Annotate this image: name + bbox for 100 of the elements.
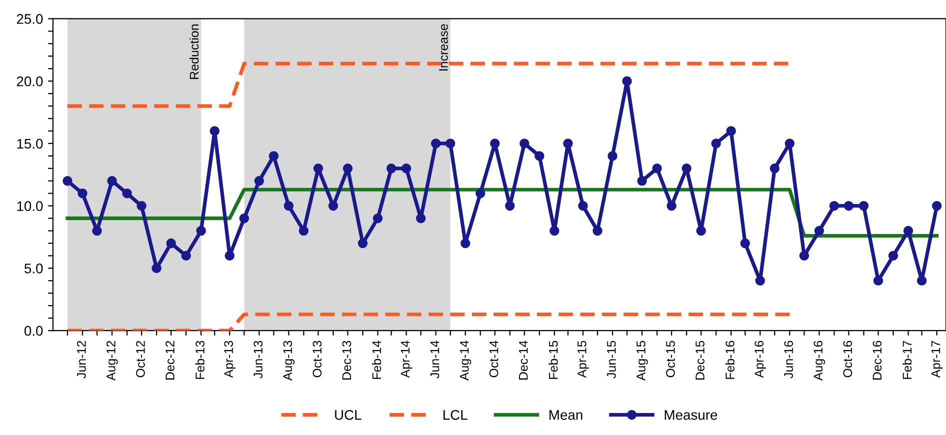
x-tick-label: Apr-17: [931, 340, 943, 378]
band-label: Increase: [439, 24, 448, 70]
x-tick-label: Feb-13: [195, 340, 204, 379]
x-tick-label: Apr-13: [224, 340, 236, 378]
point: [181, 250, 191, 261]
x-tick-label: Jun-13: [254, 340, 263, 378]
x-tick-label: Aug-15: [636, 340, 648, 381]
point: [888, 250, 898, 261]
x-tick-label: Oct-12: [136, 340, 145, 378]
point: [372, 213, 383, 224]
point: [254, 176, 264, 186]
point: [239, 213, 250, 224]
point: [122, 188, 132, 198]
point: [563, 138, 573, 148]
x-tick-label: Oct-14: [489, 340, 498, 378]
point: [829, 200, 840, 211]
band-label: Reduction: [189, 24, 199, 79]
x-tick-label: Oct-16: [843, 340, 852, 378]
x-tick-label: Apr-15: [578, 340, 589, 378]
point: [224, 250, 235, 261]
point: [858, 200, 869, 211]
x-tick-label: Oct-15: [666, 340, 675, 378]
point: [386, 164, 396, 174]
point: [416, 213, 426, 224]
point: [799, 250, 810, 261]
x-tick-label: Jun-14: [430, 340, 440, 378]
point: [740, 238, 750, 248]
legend-label: Measure: [664, 410, 718, 420]
point: [446, 138, 456, 148]
point: [342, 164, 353, 174]
point: [92, 226, 102, 236]
point: [652, 164, 662, 174]
point: [637, 176, 647, 186]
point: [520, 138, 530, 148]
point: [210, 126, 220, 136]
point: [476, 188, 486, 198]
point: [932, 200, 942, 211]
point: [814, 226, 824, 236]
x-tick-label: Apr-14: [400, 340, 412, 378]
point: [166, 238, 176, 248]
point: [534, 151, 544, 161]
point: [430, 138, 441, 148]
x-tick-label: Apr-16: [754, 340, 766, 378]
x-tick-label: Feb-15: [548, 340, 558, 379]
x-tick-label: Aug-14: [460, 340, 472, 381]
y-tick-label: 5.0: [24, 264, 43, 274]
x-tick-label: Feb-16: [725, 340, 734, 379]
y-tick-label: 25.0: [16, 14, 43, 24]
point: [313, 164, 324, 174]
point: [107, 176, 117, 186]
point: [696, 226, 706, 236]
x-tick-label: Jun-12: [77, 340, 86, 378]
point: [358, 238, 368, 248]
x-tick-label: Aug-12: [106, 340, 118, 381]
point: [490, 138, 500, 148]
x-tick-label: Aug-13: [283, 340, 295, 381]
point: [755, 276, 765, 286]
point: [578, 200, 588, 211]
point: [196, 226, 206, 236]
x-tick-label: Feb-17: [902, 340, 912, 379]
x-tick-label: Feb-14: [372, 340, 382, 379]
point: [268, 151, 279, 161]
x-tick-label: Dec-13: [342, 340, 352, 380]
point: [136, 200, 146, 211]
point: [844, 200, 854, 211]
x-tick-label: Dec-14: [519, 340, 528, 380]
point: [592, 226, 602, 236]
point: [916, 276, 927, 286]
y-tick-label: 15.0: [17, 138, 43, 149]
point: [284, 200, 294, 211]
legend-label: UCL: [335, 410, 362, 420]
point: [550, 226, 560, 236]
x-tick-label: Dec-15: [696, 340, 704, 380]
y-tick-label: 10.0: [17, 201, 43, 212]
y-tick-label: 20.0: [16, 76, 43, 86]
point: [711, 138, 721, 148]
point: [608, 151, 618, 161]
point: [726, 126, 736, 136]
point: [873, 276, 884, 286]
point: [666, 200, 676, 211]
point: [152, 263, 162, 274]
x-tick-label: Jun-15: [607, 340, 616, 378]
point: [78, 188, 88, 198]
point: [460, 238, 470, 248]
x-tick-label: Dec-12: [166, 340, 174, 380]
y-tick-label: 0.0: [24, 326, 43, 336]
x-tick-label: Dec-16: [872, 340, 882, 380]
x-tick-label: Aug-16: [814, 340, 826, 381]
point: [770, 164, 780, 174]
legend-label: LCL: [444, 410, 468, 420]
point: [784, 138, 795, 148]
legend-label: Mean: [550, 410, 582, 420]
point: [401, 164, 412, 174]
point: [328, 200, 338, 211]
point: [505, 200, 515, 211]
point: [62, 176, 72, 186]
point: [298, 226, 309, 236]
point: [682, 164, 692, 174]
x-tick-label: Jun-16: [784, 340, 794, 378]
x-tick-label: Oct-13: [312, 340, 322, 378]
